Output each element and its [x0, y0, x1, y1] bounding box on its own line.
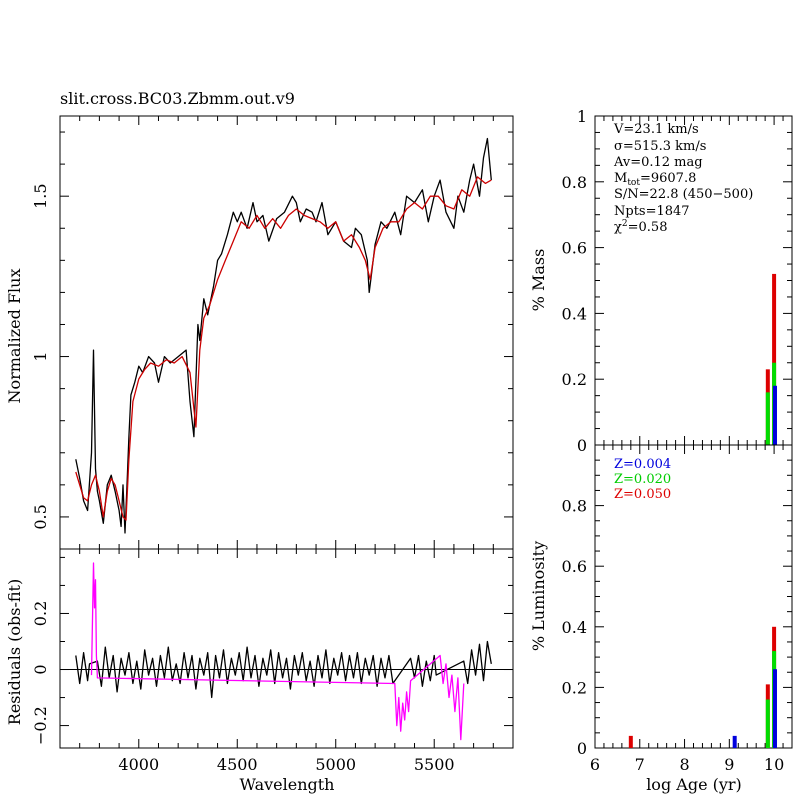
residuals-frame	[59, 548, 514, 749]
mass-ytick-label: 0.6	[562, 239, 587, 258]
residuals-ytick-label: 0	[31, 664, 50, 674]
info-chi2-chi: χ	[614, 220, 622, 235]
residuals-ytick-label: −0.2	[31, 706, 50, 745]
luminosity-xlabel: log Age (yr)	[646, 775, 742, 794]
luminosity-ytick-label: 0.6	[562, 557, 587, 576]
luminosity-xtick-label: 6	[590, 755, 600, 774]
mass-ytick-label: 1	[577, 107, 587, 126]
residuals-ylabel: Residuals (obs-fit)	[5, 579, 24, 725]
luminosity-xtick-label: 9	[724, 755, 734, 774]
mass-ylabel: % Mass	[529, 249, 548, 312]
residuals-xtick-label: 5500	[414, 755, 455, 774]
luminosity-xtick-label: 7	[635, 755, 645, 774]
luminosity-bar-z-0-004	[772, 669, 777, 748]
mass-ytick-label: 0.4	[562, 304, 587, 323]
mass-bar-z-0-004	[772, 385, 777, 445]
metallicity-legend: Z=0.004 Z=0.020 Z=0.050	[614, 457, 671, 502]
info-chi2-sup: 2	[622, 219, 628, 229]
info-chi2: χ2=0.58	[614, 219, 667, 235]
info-mtot: Mtot=9607.8	[614, 171, 696, 188]
info-mtot-value: =9607.8	[640, 171, 696, 186]
residuals-xtick-label: 4500	[217, 755, 258, 774]
luminosity-ylabel: % Luminosity	[529, 541, 548, 651]
luminosity-ytick-label: 0	[577, 739, 587, 758]
plot-layer: 0.5 1 1.5 4000 4500 5000 5500 −0.2 0 0.2 0 0.2 0.4 0.…	[31, 107, 793, 774]
mass-ytick-label: 0.8	[562, 173, 587, 192]
spectrum-ytick-label: 0.5	[31, 504, 50, 529]
info-chi2-value: =0.58	[628, 220, 668, 235]
info-npts: Npts=1847	[614, 204, 690, 219]
legend-z020: Z=0.020	[614, 472, 671, 487]
residuals-ytick-label: 0.2	[31, 601, 50, 626]
mass-bar-z-0-050	[772, 273, 777, 445]
info-sn: S/N=22.8 (450−500)	[614, 187, 753, 202]
luminosity-ytick-label: 0.4	[562, 618, 587, 637]
luminosity-bar-z-0-050	[628, 735, 633, 748]
residuals-xlabel: Wavelength	[240, 775, 335, 794]
spectrum-series-model-fit	[75, 176, 492, 521]
luminosity-ytick-label: 0.2	[562, 678, 587, 697]
legend-z004: Z=0.004	[614, 457, 671, 472]
fit-info: V=23.1 km/s σ=515.3 km/s Av=0.12 mag Mto…	[613, 122, 753, 235]
luminosity-bar-z-0-020	[765, 699, 770, 748]
info-mtot-m: M	[614, 171, 627, 186]
legend-z050: Z=0.050	[614, 487, 671, 502]
residuals-series-masked	[90, 562, 465, 741]
luminosity-ytick-label: 0.8	[562, 497, 587, 516]
info-velocity: V=23.1 km/s	[613, 122, 699, 137]
luminosity-bar-z-0-004	[732, 735, 737, 748]
mass-bar-z-0-020	[765, 392, 770, 445]
residuals-xtick-label: 4000	[118, 755, 159, 774]
mass-ytick-label: 0.2	[562, 370, 587, 389]
info-av: Av=0.12 mag	[613, 155, 703, 170]
figure-title: slit.cross.BC03.Zbmm.out.v9	[60, 89, 295, 108]
spectrum-ylabel: Normalized Flux	[5, 269, 24, 404]
luminosity-xtick-label: 8	[679, 755, 689, 774]
mass-ytick-label: 0	[577, 436, 587, 455]
spectrum-ytick-label: 1.5	[31, 183, 50, 208]
residuals-xtick-label: 5000	[315, 755, 356, 774]
luminosity-xtick-label: 10	[764, 755, 784, 774]
spectrum-ytick-label: 1	[31, 351, 50, 361]
info-mtot-sub: tot	[627, 178, 640, 188]
info-sigma: σ=515.3 km/s	[614, 139, 706, 154]
